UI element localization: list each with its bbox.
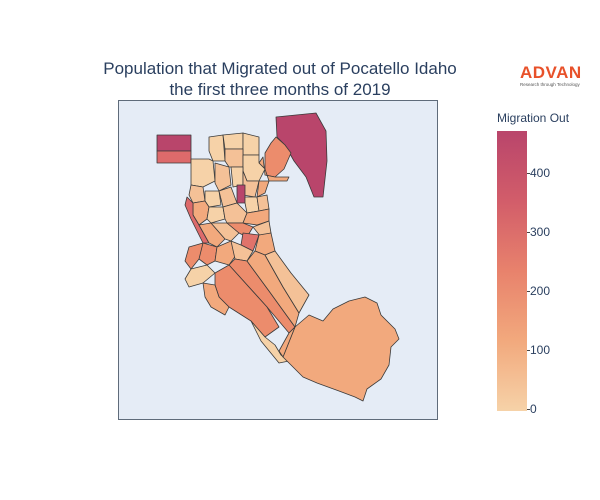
- colorbar-gradient: [497, 131, 527, 411]
- colorbar-tick: 300: [526, 225, 551, 239]
- logo-tagline: Research through Technology: [520, 82, 580, 87]
- map-region[interactable]: [206, 206, 226, 224]
- map-region[interactable]: [202, 282, 230, 316]
- map-region[interactable]: [230, 166, 244, 188]
- map-region[interactable]: [156, 150, 192, 164]
- map-region[interactable]: [208, 134, 226, 162]
- map-svg: [156, 112, 400, 402]
- map-region[interactable]: [242, 132, 260, 156]
- colorbar-tick: 200: [526, 284, 551, 298]
- colorbar-tick: 400: [526, 166, 551, 180]
- map-region[interactable]: [222, 132, 244, 150]
- logo-wordmark: ADVAN: [520, 63, 582, 82]
- map-region[interactable]: [156, 134, 192, 152]
- map-region[interactable]: [264, 250, 310, 314]
- map-region[interactable]: [256, 180, 270, 198]
- map-region[interactable]: [184, 242, 204, 270]
- colorbar-tick: 0: [527, 402, 537, 416]
- map-region[interactable]: [244, 196, 260, 214]
- map-region[interactable]: [282, 296, 400, 402]
- map-region[interactable]: [198, 222, 226, 248]
- map-title-line-1: Population that Migrated out of Pocatell…: [103, 59, 457, 78]
- map-region[interactable]: [222, 202, 248, 224]
- colorbar-tick: 100: [526, 343, 551, 357]
- map-region[interactable]: [236, 184, 246, 204]
- map-region[interactable]: [204, 190, 222, 208]
- map-region[interactable]: [256, 194, 270, 212]
- map-region[interactable]: [188, 184, 206, 204]
- choropleth-map[interactable]: [118, 100, 438, 420]
- map-title: Population that Migrated out of Pocatell…: [60, 58, 500, 100]
- colorbar-title: Migration Out: [497, 111, 570, 125]
- map-region[interactable]: [224, 148, 244, 168]
- map-region[interactable]: [190, 158, 216, 188]
- map-region[interactable]: [278, 326, 296, 358]
- advan-logo: ADVAN Research through Technology: [520, 64, 600, 88]
- map-region[interactable]: [214, 162, 232, 192]
- map-region[interactable]: [184, 264, 216, 288]
- map-region[interactable]: [230, 240, 254, 262]
- map-title-line-2: the first three months of 2019: [169, 80, 391, 99]
